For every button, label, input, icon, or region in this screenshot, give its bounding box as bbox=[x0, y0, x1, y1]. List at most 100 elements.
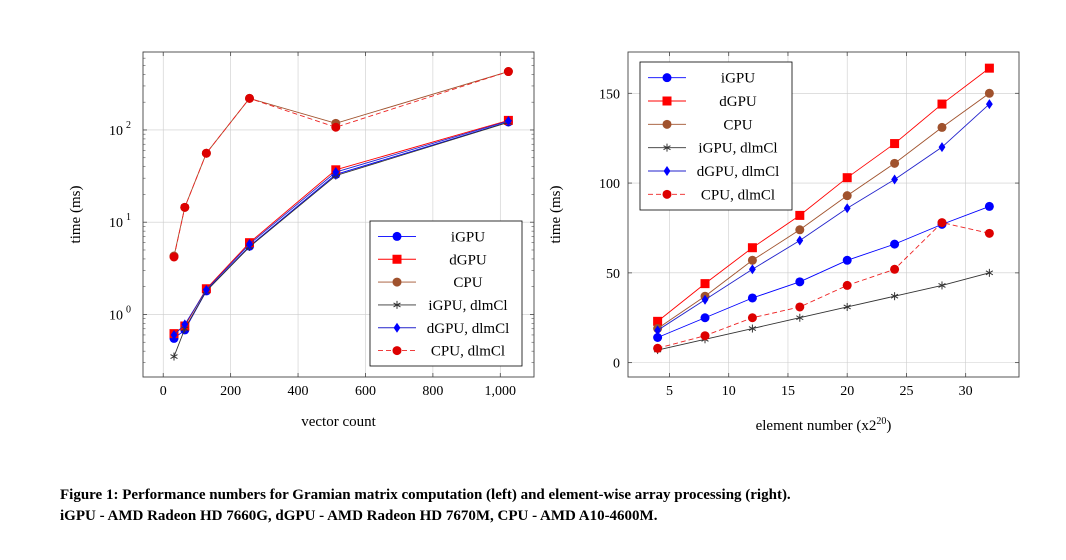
data-point bbox=[181, 319, 189, 330]
legend-label: dGPU, dlmCl bbox=[427, 321, 510, 337]
data-point bbox=[653, 343, 663, 353]
series-line bbox=[657, 272, 990, 351]
legend-label: CPU bbox=[453, 275, 482, 291]
y-tick-label: 150 bbox=[599, 87, 620, 102]
data-point bbox=[890, 239, 900, 249]
data-point bbox=[796, 235, 804, 246]
series-line bbox=[657, 67, 990, 322]
series-dgpu bbox=[653, 63, 994, 326]
data-point bbox=[984, 88, 994, 98]
data-point bbox=[653, 316, 663, 326]
y-tick-label: 100 bbox=[599, 177, 620, 192]
axis-frame bbox=[142, 51, 535, 378]
series-line bbox=[173, 71, 509, 258]
x-axis-label: vector count bbox=[301, 414, 376, 430]
legend-marker bbox=[663, 143, 671, 152]
data-point bbox=[700, 331, 710, 341]
y-tick-label: 10 bbox=[109, 216, 123, 231]
series-line bbox=[173, 121, 509, 357]
x-tick-label: 600 bbox=[355, 384, 376, 399]
data-point bbox=[245, 93, 255, 103]
data-point bbox=[747, 243, 757, 253]
x-tick-label: 400 bbox=[288, 384, 309, 399]
legend-label: iGPU bbox=[721, 71, 755, 87]
x-tick-label: 25 bbox=[899, 384, 913, 399]
x-tick-label: 15 bbox=[781, 384, 795, 399]
data-point bbox=[890, 264, 900, 274]
series-cpu-dlmcl bbox=[169, 67, 513, 262]
y-tick-label: 10 bbox=[109, 124, 123, 139]
legend-marker bbox=[392, 277, 402, 287]
x-tick-label: 20 bbox=[840, 384, 854, 399]
x-tick-label: 800 bbox=[422, 384, 443, 399]
data-point bbox=[843, 203, 851, 214]
series-cpu bbox=[653, 88, 994, 334]
data-point bbox=[795, 225, 805, 235]
data-point bbox=[653, 332, 663, 342]
data-point bbox=[170, 352, 178, 361]
x-tick-label: 30 bbox=[959, 384, 973, 399]
data-point bbox=[202, 284, 210, 295]
y-tick-label: 0 bbox=[613, 357, 620, 372]
data-point bbox=[984, 228, 994, 238]
legend-label: dGPU bbox=[719, 94, 757, 110]
data-point bbox=[169, 252, 179, 262]
x-tick-label: 5 bbox=[666, 384, 673, 399]
data-point bbox=[796, 313, 804, 322]
data-point bbox=[890, 292, 899, 301]
major-ticks bbox=[628, 52, 1019, 377]
data-point bbox=[332, 167, 340, 178]
figure-caption: Figure 1: Performance numbers for Gramia… bbox=[60, 485, 1040, 527]
data-point bbox=[938, 142, 946, 153]
data-point bbox=[842, 255, 852, 265]
x-axis-label: element number (x220) bbox=[756, 416, 892, 434]
data-point bbox=[504, 116, 512, 127]
data-point bbox=[180, 202, 190, 212]
data-point bbox=[842, 173, 852, 183]
data-point bbox=[795, 302, 805, 312]
data-point bbox=[747, 313, 757, 323]
data-point bbox=[795, 277, 805, 287]
x-tick-label: 1,000 bbox=[485, 384, 517, 399]
major-ticks bbox=[143, 52, 534, 377]
series-cpu-dlmcl bbox=[653, 218, 994, 353]
legend: iGPU dGPU CPU iGPU, dlmCl dGPU, dlmCl CPU, dl… bbox=[369, 220, 523, 367]
series-line bbox=[657, 92, 990, 329]
data-point bbox=[985, 268, 994, 277]
y-tick-label: 50 bbox=[606, 267, 620, 282]
x-tick-label: 200 bbox=[220, 384, 241, 399]
data-point bbox=[891, 174, 898, 185]
x-tick-label: 10 bbox=[722, 384, 736, 399]
data-point bbox=[985, 99, 993, 110]
legend-marker bbox=[662, 73, 672, 83]
y-tick-exponent: 1 bbox=[126, 212, 131, 223]
data-point bbox=[842, 280, 852, 290]
y-axis-label: time (ms) bbox=[68, 186, 84, 244]
y-tick-label: 10 bbox=[109, 308, 123, 323]
data-point bbox=[331, 122, 341, 132]
x-tick-label: 0 bbox=[160, 384, 167, 399]
data-point bbox=[937, 99, 947, 109]
y-tick-exponent: 2 bbox=[126, 120, 131, 131]
legend-label: CPU bbox=[723, 117, 752, 133]
y-axis-label: time (ms) bbox=[548, 186, 564, 244]
legend-label: CPU, dlmCl bbox=[431, 344, 505, 360]
data-point bbox=[795, 210, 805, 220]
legend-label: iGPU bbox=[451, 229, 485, 245]
data-point bbox=[937, 122, 947, 132]
data-point bbox=[748, 324, 757, 333]
legend-marker bbox=[663, 166, 671, 176]
caption-line-2: iGPU - AMD Radeon HD 7660G, dGPU - AMD R… bbox=[60, 508, 658, 524]
data-point bbox=[170, 329, 178, 340]
legend-label: iGPU, dlmCl bbox=[428, 298, 507, 314]
series-dgpu-dlmcl bbox=[170, 116, 512, 340]
data-point bbox=[984, 63, 994, 73]
data-point bbox=[700, 279, 710, 289]
y-tick-exponent: 0 bbox=[126, 304, 131, 315]
data-point bbox=[749, 264, 756, 275]
legend-box bbox=[639, 61, 793, 211]
legend-box bbox=[369, 220, 523, 367]
